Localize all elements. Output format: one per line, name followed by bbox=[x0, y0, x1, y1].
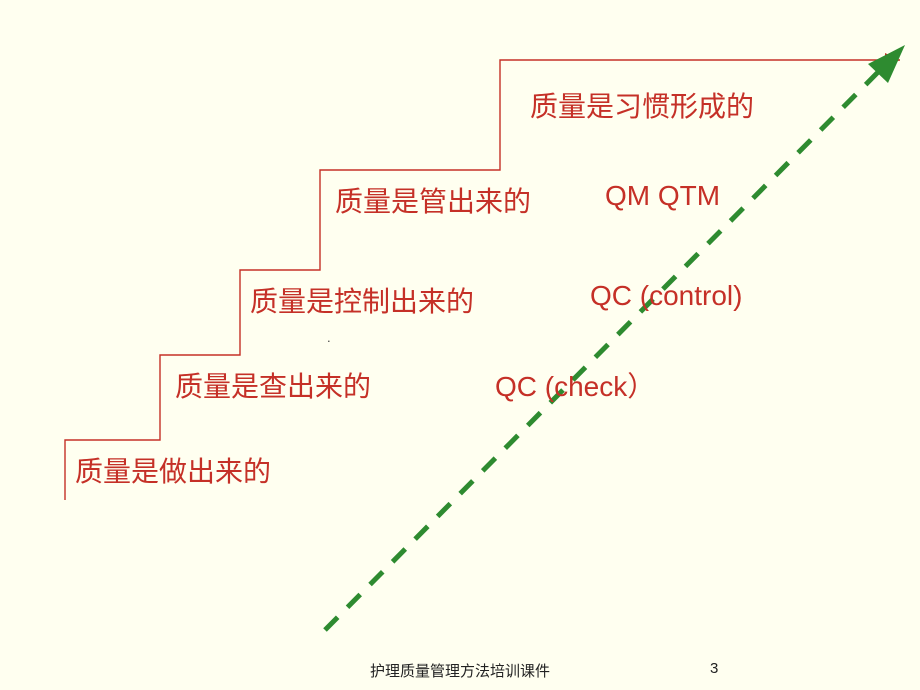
step-4-suffix: QM QTM bbox=[605, 180, 720, 212]
step-2-label: 质量是查出来的 bbox=[175, 365, 371, 405]
diagram-svg bbox=[0, 0, 920, 690]
trend-arrow-line bbox=[325, 55, 895, 630]
page-number: 3 bbox=[710, 660, 718, 677]
staircase-arrowhead bbox=[885, 53, 900, 67]
trend-arrowhead bbox=[868, 45, 905, 83]
step-3-suffix: QC (control) bbox=[590, 280, 742, 312]
step-3-label: 质量是控制出来的 bbox=[250, 280, 474, 320]
step-5-label: 质量是习惯形成的 bbox=[530, 85, 754, 125]
step-1-label: 质量是做出来的 bbox=[75, 450, 271, 490]
slide: 质量是做出来的 质量是查出来的 QC (check） 质量是控制出来的 QC (… bbox=[0, 0, 920, 690]
staircase-line bbox=[65, 60, 900, 500]
footer-dot: . bbox=[327, 330, 331, 345]
step-2-suffix: QC (check） bbox=[495, 365, 655, 405]
step-4-label: 质量是管出来的 bbox=[335, 180, 531, 220]
footer-text: 护理质量管理方法培训课件 bbox=[370, 660, 550, 681]
slide-bg bbox=[0, 0, 920, 690]
